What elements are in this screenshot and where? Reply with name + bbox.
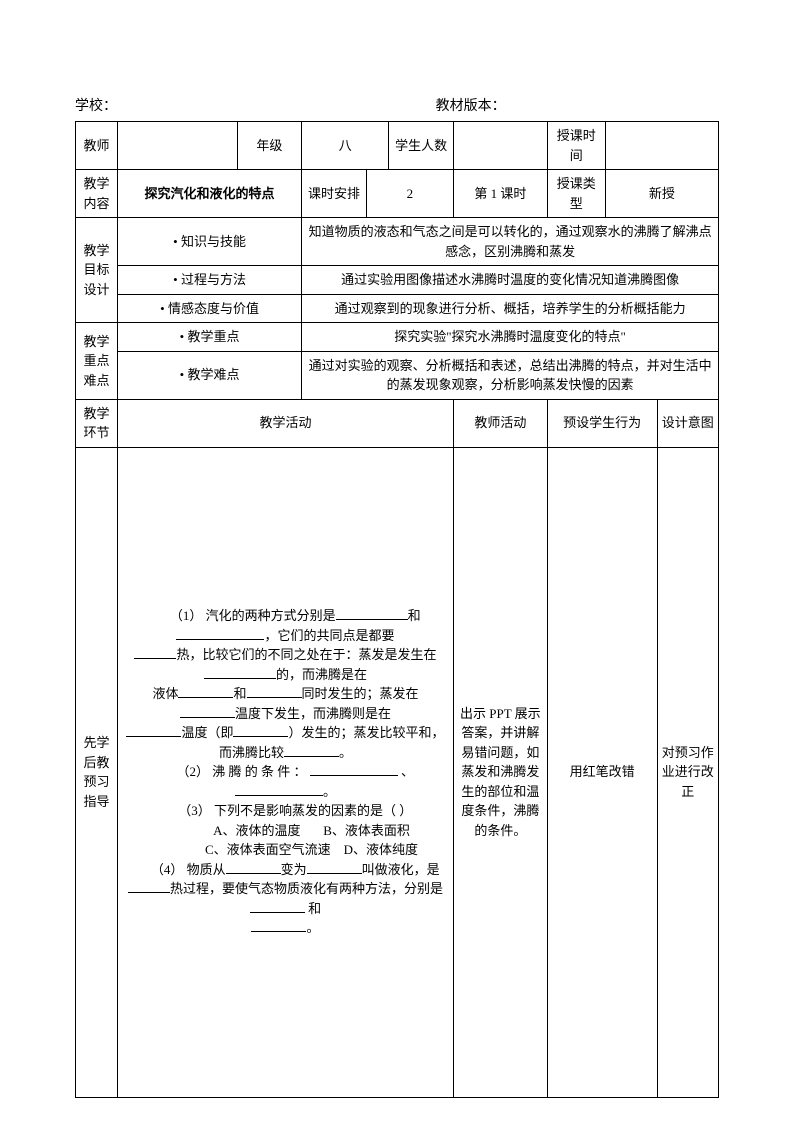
q3-optB: B、液体表面积	[323, 823, 410, 838]
q3-a: （3） 下列不是影响蒸发的因素的是（ ）	[178, 803, 412, 818]
row-activity: 先学后教预习指导 （1） 汽化的两种方式分别是和 ，它们的共同点是都要 热，比较…	[76, 447, 719, 1097]
goal-process-text: 通过实验用图像描述水沸腾时温度的变化情况知道沸腾图像	[302, 266, 719, 295]
col-teacher: 教师活动	[454, 399, 548, 447]
q1-c: ，它们的共同点是都要	[264, 628, 394, 643]
version-label: 教材版本：	[436, 95, 719, 115]
q2-c: 。	[323, 784, 336, 799]
q4-b: 变为	[281, 862, 307, 877]
school-label: 学校：	[75, 95, 436, 115]
q1-h: 同时发生的；蒸发在	[302, 686, 419, 701]
goals-section-label: 教学目标设计	[76, 218, 118, 323]
row-content: 教学内容 探究汽化和液化的特点 课时安排 2 第 1 课时 授课类型 新授	[76, 170, 719, 218]
q4-a: （4） 物质从	[151, 862, 226, 877]
teacher-label: 教师	[76, 122, 118, 170]
keypoint-text: 探究实验"探究水沸腾时温度变化的特点"	[302, 323, 719, 352]
q2-a: （2） 沸 腾 的 条 件 ：	[176, 764, 306, 779]
content-value: 探究汽化和液化的特点	[117, 170, 301, 218]
lesson-label: 第 1 课时	[454, 170, 548, 218]
q1-g: 和	[233, 686, 246, 701]
schedule-value: 2	[366, 170, 453, 218]
grade-label: 年级	[237, 122, 302, 170]
time-label: 授课时间	[547, 122, 605, 170]
col-activity: 教学活动	[117, 399, 453, 447]
q1-e: 的，而沸腾是在	[276, 667, 367, 682]
q1-f: 液体	[152, 686, 178, 701]
content-label: 教学内容	[76, 170, 118, 218]
row-column-headers: 教学环节 教学活动 教师活动 预设学生行为 设计意图	[76, 399, 719, 447]
q4-d: 热过程，要使气态物质液化有两种方法，分别是	[170, 881, 443, 896]
q4-f: 。	[306, 920, 319, 935]
keypoint-label: • 教学重点	[117, 323, 301, 352]
goal-attitude-label: • 情感态度与价值	[117, 294, 301, 323]
students-label: 学生人数	[389, 122, 454, 170]
q3-optA: A、液体的温度	[213, 823, 300, 838]
q2-b: 、	[401, 764, 414, 779]
stage-label: 先学后教预习指导	[76, 447, 118, 1097]
q1-l: 。	[339, 745, 352, 760]
header-line: 学校： 教材版本：	[75, 95, 719, 115]
q3-optC: C、液体表面空气流速	[205, 842, 331, 857]
activity-content: （1） 汽化的两种方式分别是和 ，它们的共同点是都要 热，比较它们的不同之处在于…	[117, 447, 453, 1097]
col-student: 预设学生行为	[547, 399, 657, 447]
teacher-activity: 出示 PPT 展示答案，并讲解易错问题，如蒸发和沸腾发生的部位和温度条件，沸腾的…	[454, 447, 548, 1097]
lesson-plan-table: 教师 年级 八 学生人数 授课时间 教学内容 探究汽化和液化的特点 课时安排 2…	[75, 121, 719, 1098]
difficulty-label: • 教学难点	[117, 351, 301, 399]
goal-knowledge-text: 知道物质的液态和气态之间是可以转化的，通过观察水的沸腾了解沸点感念，区别沸腾和蒸…	[302, 218, 719, 266]
page-container: 学校： 教材版本： 教师 年级 八 学生人数 授课时间	[0, 0, 794, 1138]
keypoints-section-label: 教学重点难点	[76, 323, 118, 400]
student-behavior: 用红笔改错	[547, 447, 657, 1097]
type-value: 新授	[605, 170, 718, 218]
row-goal-process: • 过程与方法 通过实验用图像描述水沸腾时温度的变化情况知道沸腾图像	[76, 266, 719, 295]
q1-j: 温度（即	[181, 725, 233, 740]
design-intent: 对预习作业进行改正	[657, 447, 718, 1097]
q3-optD: D、液体纯度	[344, 842, 418, 857]
goal-knowledge-label: • 知识与技能	[117, 218, 301, 266]
q1-a: （1） 汽化的两种方式分别是	[170, 608, 336, 623]
row-goal-knowledge: 教学目标设计 • 知识与技能 知道物质的液态和气态之间是可以转化的，通过观察水的…	[76, 218, 719, 266]
row-keypoint: 教学重点难点 • 教学重点 探究实验"探究水沸腾时温度变化的特点"	[76, 323, 719, 352]
time-value	[605, 122, 718, 170]
row-difficulty: • 教学难点 通过对实验的观察、分析概括和表述，总结出沸腾的特点，并对生活中的蒸…	[76, 351, 719, 399]
q1-i: 温度下发生，而沸腾则是在	[235, 706, 391, 721]
teacher-value	[117, 122, 237, 170]
row-teacher: 教师 年级 八 学生人数 授课时间	[76, 122, 719, 170]
q1-b: 和	[408, 608, 421, 623]
difficulty-text: 通过对实验的观察、分析概括和表述，总结出沸腾的特点，并对生活中的蒸发现象观察，分…	[302, 351, 719, 399]
q4-c: 叫做液化，是	[362, 862, 440, 877]
row-goal-attitude: • 情感态度与价值 通过观察到的现象进行分析、概括，培养学生的分析概括能力	[76, 294, 719, 323]
grade-value: 八	[302, 122, 389, 170]
col-intent: 设计意图	[657, 399, 718, 447]
schedule-label: 课时安排	[302, 170, 367, 218]
goal-attitude-text: 通过观察到的现象进行分析、概括，培养学生的分析概括能力	[302, 294, 719, 323]
type-label: 授课类型	[547, 170, 605, 218]
col-stage: 教学环节	[76, 399, 118, 447]
students-value	[454, 122, 548, 170]
q4-e: 和	[308, 901, 321, 916]
q1-d: 热，比较它们的不同之处在于：蒸发是发生在	[176, 647, 436, 662]
goal-process-label: • 过程与方法	[117, 266, 301, 295]
